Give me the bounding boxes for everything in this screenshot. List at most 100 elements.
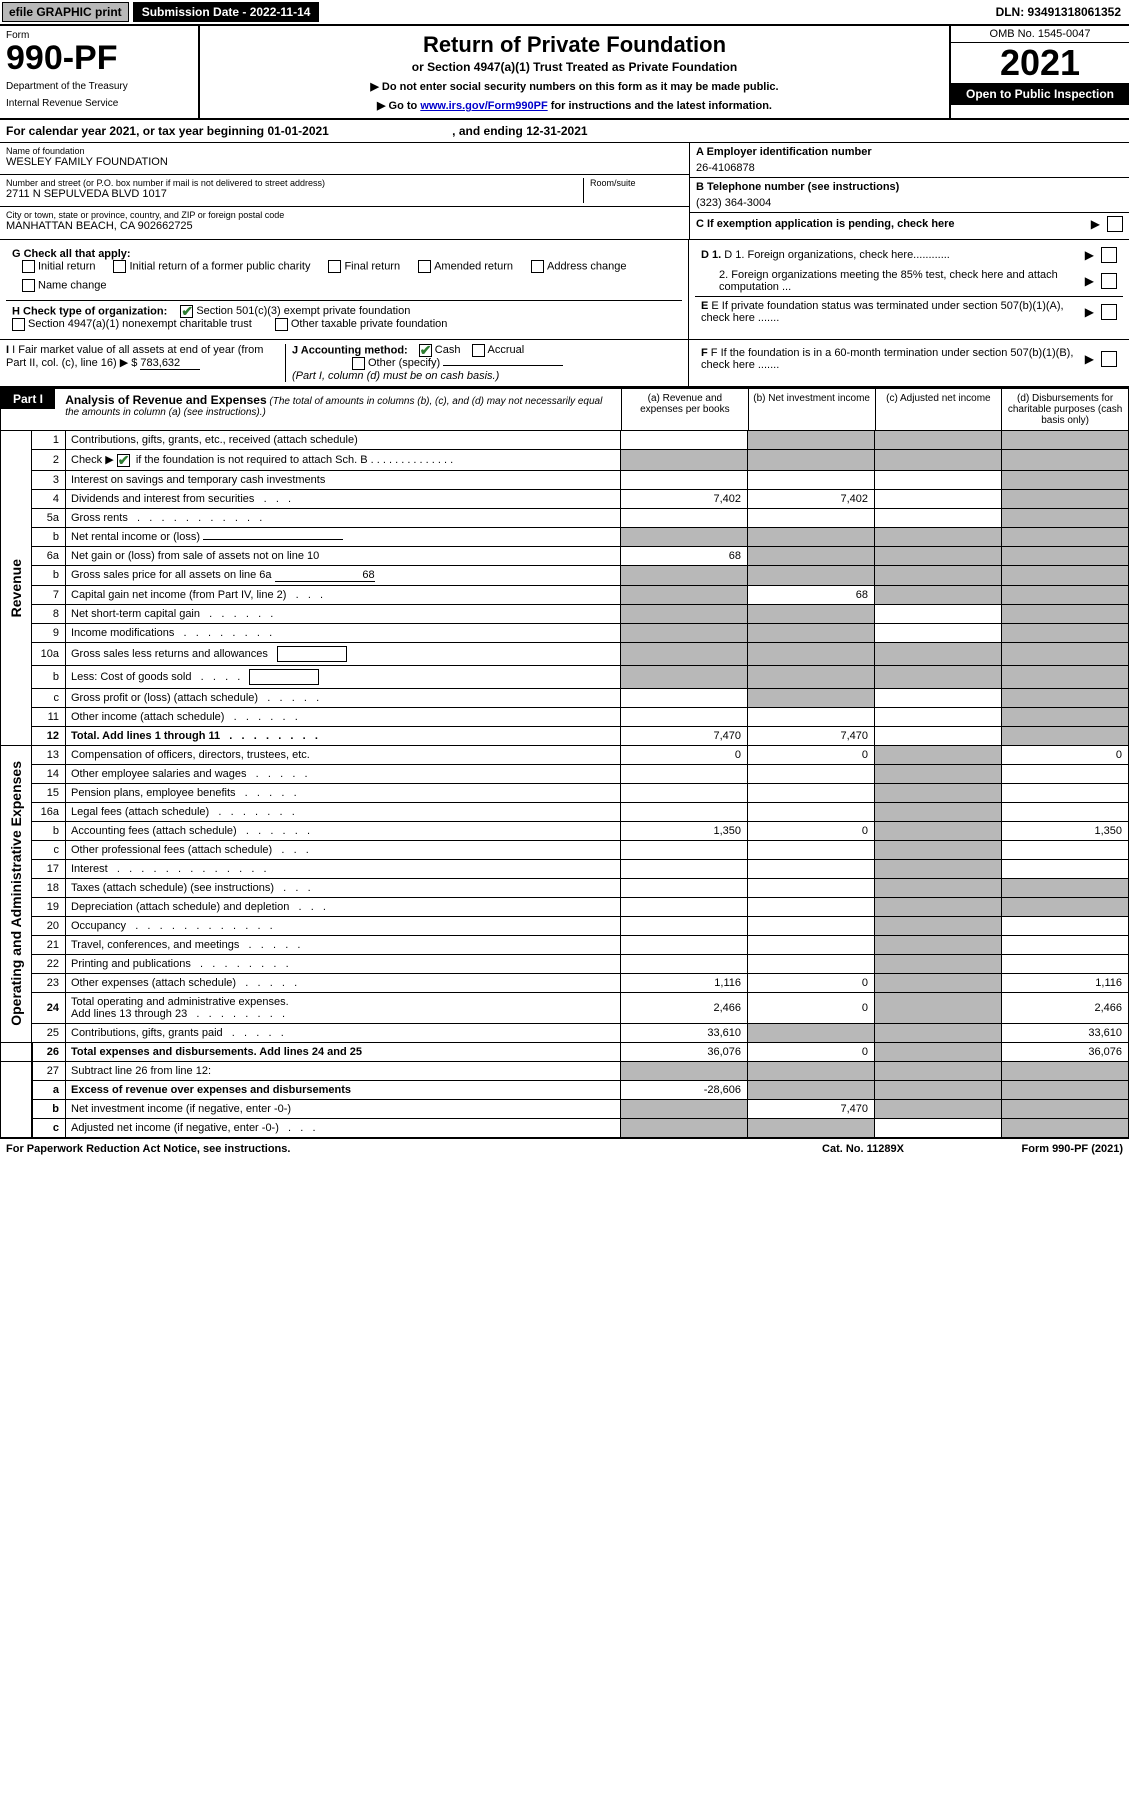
row-27b-desc: Net investment income (if negative, ente… <box>66 1099 621 1118</box>
tax-year: 2021 <box>951 43 1129 83</box>
row-23-a: 1,116 <box>621 973 748 992</box>
d2-label: 2. Foreign organizations meeting the 85%… <box>701 269 1081 293</box>
j-accrual[interactable]: Accrual <box>472 344 525 356</box>
row-26-d: 36,076 <box>1002 1042 1129 1061</box>
row-22-desc: Printing and publications . . . . . . . … <box>66 954 621 973</box>
column-headers: (a) Revenue and expenses per books (b) N… <box>621 389 1128 430</box>
d1-checkbox[interactable] <box>1101 247 1117 263</box>
f-checkbox[interactable] <box>1101 351 1117 367</box>
footer-row: For Paperwork Reduction Act Notice, see … <box>0 1138 1129 1159</box>
g-opt-amended[interactable]: Amended return <box>418 260 513 273</box>
sch-b-checkbox[interactable] <box>117 454 130 467</box>
row-11-desc: Other income (attach schedule) . . . . .… <box>66 707 621 726</box>
g-opt-address[interactable]: Address change <box>531 260 627 273</box>
top-bar: efile GRAPHIC print Submission Date - 20… <box>0 0 1129 24</box>
row-18-desc: Taxes (attach schedule) (see instruction… <box>66 878 621 897</box>
part1-title-cell: Part I Analysis of Revenue and Expenses … <box>1 389 621 430</box>
row-7: 7 Capital gain net income (from Part IV,… <box>1 585 1129 604</box>
row-13-b: 0 <box>748 745 875 764</box>
form990pf-link[interactable]: www.irs.gov/Form990PF <box>420 100 547 112</box>
h-other-taxable[interactable]: Other taxable private foundation <box>275 318 448 330</box>
row-16b-a: 1,350 <box>621 821 748 840</box>
def-right: D 1. D 1. Foreign organizations, check h… <box>689 240 1129 339</box>
j-cash[interactable]: Cash <box>419 344 461 356</box>
row-24-a: 2,466 <box>621 992 748 1023</box>
row-13-desc: Compensation of officers, directors, tru… <box>66 745 621 764</box>
row-22: 22 Printing and publications . . . . . .… <box>1 954 1129 973</box>
calendar-year-row: For calendar year 2021, or tax year begi… <box>0 120 1129 143</box>
arrow-icon: ▶ <box>1091 217 1100 231</box>
d2-checkbox[interactable] <box>1101 273 1117 289</box>
row-27: 27 Subtract line 26 from line 12: <box>1 1061 1129 1080</box>
part1-header-row: Part I Analysis of Revenue and Expenses … <box>0 387 1129 431</box>
row-9: 9 Income modifications . . . . . . . . <box>1 623 1129 642</box>
row-26-a: 36,076 <box>621 1042 748 1061</box>
col-b-header: (b) Net investment income <box>748 389 875 430</box>
name-label: Name of foundation <box>6 146 683 156</box>
main-title: Return of Private Foundation <box>206 32 943 58</box>
paperwork-notice: For Paperwork Reduction Act Notice, see … <box>6 1143 763 1155</box>
row-12: 12 Total. Add lines 1 through 11 . . . .… <box>1 726 1129 745</box>
city-row: City or town, state or province, country… <box>0 207 689 239</box>
row-21-desc: Travel, conferences, and meetings . . . … <box>66 935 621 954</box>
row-14: 14 Other employee salaries and wages . .… <box>1 764 1129 783</box>
row-26: 26 Total expenses and disbursements. Add… <box>1 1042 1129 1061</box>
row-9-desc: Income modifications . . . . . . . . <box>66 623 621 642</box>
row-4-a: 7,402 <box>621 489 748 508</box>
info-left: Name of foundation WESLEY FAMILY FOUNDAT… <box>0 143 689 239</box>
row-12-b: 7,470 <box>748 726 875 745</box>
section-g: G Check all that apply: Initial return I… <box>6 244 682 296</box>
g-opt-initial-former[interactable]: Initial return of a former public charit… <box>113 260 310 273</box>
row-6a-desc: Net gain or (loss) from sale of assets n… <box>66 546 621 565</box>
calyear-pre: For calendar year 2021, or tax year begi… <box>6 124 267 138</box>
j-other[interactable]: Other (specify) <box>352 357 440 369</box>
h-4947[interactable]: Section 4947(a)(1) nonexempt charitable … <box>12 318 252 330</box>
row-10c: c Gross profit or (loss) (attach schedul… <box>1 688 1129 707</box>
revenue-side-label: Revenue <box>6 549 26 627</box>
row-27b: b Net investment income (if negative, en… <box>1 1099 1129 1118</box>
foundation-name-row: Name of foundation WESLEY FAMILY FOUNDAT… <box>0 143 689 175</box>
col-c-header: (c) Adjusted net income <box>875 389 1002 430</box>
row-5b-desc: Net rental income or (loss) <box>66 527 621 546</box>
i-label: I Fair market value of all assets at end… <box>6 344 263 369</box>
row-25-d: 33,610 <box>1002 1023 1129 1042</box>
info-section: Name of foundation WESLEY FAMILY FOUNDAT… <box>0 143 1129 240</box>
row-23: 23 Other expenses (attach schedule) . . … <box>1 973 1129 992</box>
row-27b-b: 7,470 <box>748 1099 875 1118</box>
dept-treasury: Department of the Treasury <box>6 81 192 92</box>
d1-label: D 1. D 1. Foreign organizations, check h… <box>701 249 1081 261</box>
e-checkbox[interactable] <box>1101 304 1117 320</box>
row-17-desc: Interest . . . . . . . . . . . . . <box>66 859 621 878</box>
instr2-post: for instructions and the latest informat… <box>548 100 772 112</box>
calyear-mid: , and ending <box>449 124 526 138</box>
efile-print-button[interactable]: efile GRAPHIC print <box>2 2 129 22</box>
calyear-begin: 01-01-2021 <box>267 124 328 138</box>
city-label: City or town, state or province, country… <box>6 210 683 220</box>
row-4-b: 7,402 <box>748 489 875 508</box>
exemption-pending-row: C If exemption application is pending, c… <box>690 213 1129 235</box>
address-row: Number and street (or P.O. box number if… <box>0 175 689 207</box>
g-opt-name[interactable]: Name change <box>22 279 107 292</box>
row-3: 3 Interest on savings and temporary cash… <box>1 470 1129 489</box>
row-16b-desc: Accounting fees (attach schedule) . . . … <box>66 821 621 840</box>
row-27a-a: -28,606 <box>621 1080 748 1099</box>
c-checkbox[interactable] <box>1107 216 1123 232</box>
h-501c3[interactable]: Section 501(c)(3) exempt private foundat… <box>180 305 410 317</box>
e-row: E E If private foundation status was ter… <box>695 296 1123 327</box>
ein-label: A Employer identification number <box>696 146 1123 158</box>
g-opt-initial[interactable]: Initial return <box>22 260 95 273</box>
row-16b-d: 1,350 <box>1002 821 1129 840</box>
expenses-side-label: Operating and Administrative Expenses <box>6 751 26 1036</box>
g-opt-final[interactable]: Final return <box>328 260 400 273</box>
form-header: Form 990-PF Department of the Treasury I… <box>0 24 1129 120</box>
catalog-number: Cat. No. 11289X <box>763 1143 963 1155</box>
row-24: 24 Total operating and administrative ex… <box>1 992 1129 1023</box>
e-label: E E If private foundation status was ter… <box>701 300 1081 324</box>
row-25-desc: Contributions, gifts, grants paid . . . … <box>66 1023 621 1042</box>
submission-date-button[interactable]: Submission Date - 2022-11-14 <box>133 2 320 22</box>
analysis-title: Analysis of Revenue and Expenses (The to… <box>57 389 621 430</box>
row-27-desc: Subtract line 26 from line 12: <box>66 1061 621 1080</box>
ghi-def-section: G Check all that apply: Initial return I… <box>0 240 1129 340</box>
row-20-desc: Occupancy . . . . . . . . . . . . <box>66 916 621 935</box>
row-25: 25 Contributions, gifts, grants paid . .… <box>1 1023 1129 1042</box>
